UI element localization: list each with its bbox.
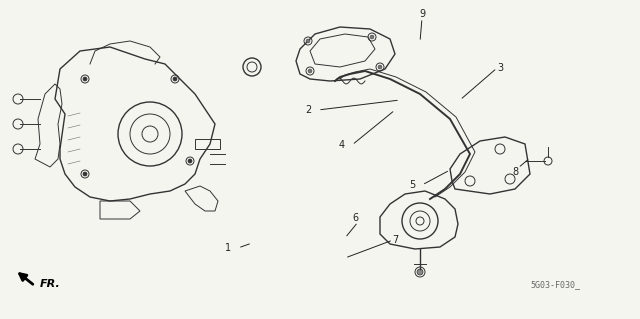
Text: 8: 8 <box>512 167 518 177</box>
Circle shape <box>83 77 87 81</box>
Circle shape <box>173 77 177 81</box>
Text: 3: 3 <box>497 63 503 73</box>
Text: 1: 1 <box>225 243 231 253</box>
Text: 9: 9 <box>419 9 425 19</box>
Circle shape <box>188 159 192 163</box>
Circle shape <box>417 269 423 275</box>
Circle shape <box>370 35 374 39</box>
Circle shape <box>308 69 312 73</box>
Text: FR.: FR. <box>40 279 61 289</box>
Text: 6: 6 <box>352 213 358 223</box>
Circle shape <box>306 39 310 43</box>
Text: 5: 5 <box>409 180 415 190</box>
Text: 5G03-F030_: 5G03-F030_ <box>530 280 580 290</box>
Circle shape <box>83 172 87 176</box>
Text: 2: 2 <box>305 105 311 115</box>
Text: 7: 7 <box>392 235 398 245</box>
Circle shape <box>378 65 382 69</box>
Text: 4: 4 <box>339 140 345 150</box>
